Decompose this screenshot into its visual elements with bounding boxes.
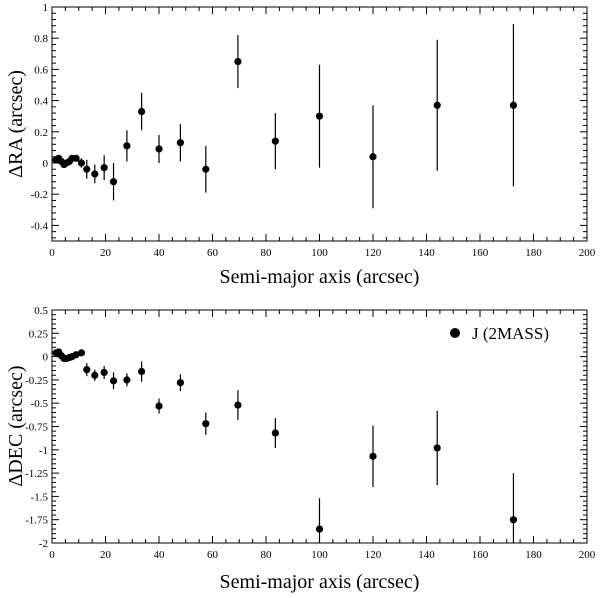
x-tick-label: 60 [207,247,219,259]
data-point [315,525,324,533]
data-point [202,165,210,173]
x-axis-title: Semi-major axis (arcsec) [220,571,420,593]
legend-marker [450,328,460,338]
data-point [123,376,131,384]
x-tick-label: 20 [100,247,112,259]
data-points [52,348,518,543]
data-point [315,112,324,120]
x-tick-label: 20 [100,549,112,561]
data-point [100,368,108,377]
y-tick-label: -0.25 [25,375,48,387]
data-point [234,58,242,66]
x-axis-title: Semi-major axis (arcsec) [220,266,420,288]
data-point [509,516,518,524]
data-point [234,401,242,409]
data-point [271,429,279,437]
x-tick-label: 120 [365,549,382,561]
x-tick-label: 40 [154,247,166,259]
data-point [77,159,86,167]
x-tick-label: 160 [472,247,489,259]
data-point [72,154,80,162]
x-tick-label: 140 [418,549,435,561]
data-point [91,371,99,379]
data-point [91,170,99,178]
data-point [369,153,377,161]
y-tick-label: 0.25 [29,328,49,340]
x-tick-label: 0 [49,549,55,561]
data-point [369,452,377,460]
x-tick-label: 200 [579,549,596,561]
ra-offset-panel: 0 20 40 60 80 100 120 140 160 180 200 -0.4 -0.2 0 0.2 0… [5,2,596,288]
y-tick-label: -1.75 [25,515,48,527]
y-tick-label: -0.4 [31,220,49,232]
data-point [433,444,441,452]
x-tick-label: 40 [154,549,166,561]
y-tick-label: -2 [39,538,48,550]
data-point [138,107,146,116]
y-tick-label: -1.25 [25,468,48,480]
y-tick-label: -1.5 [31,491,49,503]
y-tick-label: 1 [43,2,49,14]
x-tick-label: 100 [311,247,328,259]
y-tick-label: -0.5 [31,398,49,410]
data-point [77,349,86,357]
x-tick-label: 80 [261,247,273,259]
y-tick-label: -0.2 [31,189,48,201]
x-tick-label: 140 [418,247,435,259]
y-tick-label: 0.5 [34,305,48,317]
data-point [176,379,184,387]
data-point [123,142,131,150]
data-point [155,145,163,153]
x-tick-label: 60 [207,549,219,561]
x-tick-label: 180 [525,247,542,259]
data-point [433,101,441,109]
y-tick-label: 0 [43,158,49,170]
dec-offset-panel: 0 20 40 60 80 100 120 140 160 180 200 -2 -1.75 -1.5 -1… [5,305,596,593]
data-point [100,164,108,172]
data-points [52,24,518,209]
y-axis-title: ΔDEC (arcsec) [5,365,27,486]
x-tick-label: 120 [365,247,382,259]
y-tick-label: -1 [39,445,48,457]
y-axis-title: ΔRA (arcsec) [5,70,27,178]
x-tick-label: 80 [261,549,273,561]
data-point [138,367,146,376]
y-tick-label: 0.2 [34,127,48,139]
data-point [155,402,163,410]
data-point [83,366,91,374]
x-tick-label: 200 [579,247,596,259]
y-tick-label: 0.4 [34,96,48,108]
data-point [271,137,279,145]
legend-label: J (2MASS) [472,324,549,343]
data-point [202,420,210,428]
y-tick-label: 0.8 [34,33,48,45]
x-tick-label: 160 [472,549,489,561]
data-point [109,178,118,186]
x-tick-label: 180 [525,549,542,561]
x-tick-label: 0 [49,247,55,259]
data-point [83,165,91,173]
data-point [176,139,184,147]
x-tick-label: 100 [311,549,328,561]
data-point [109,377,118,385]
y-tick-label: -0.75 [25,422,48,434]
data-point [509,101,518,109]
y-tick-label: 0 [43,352,49,364]
y-tick-label: 0.6 [34,64,48,76]
